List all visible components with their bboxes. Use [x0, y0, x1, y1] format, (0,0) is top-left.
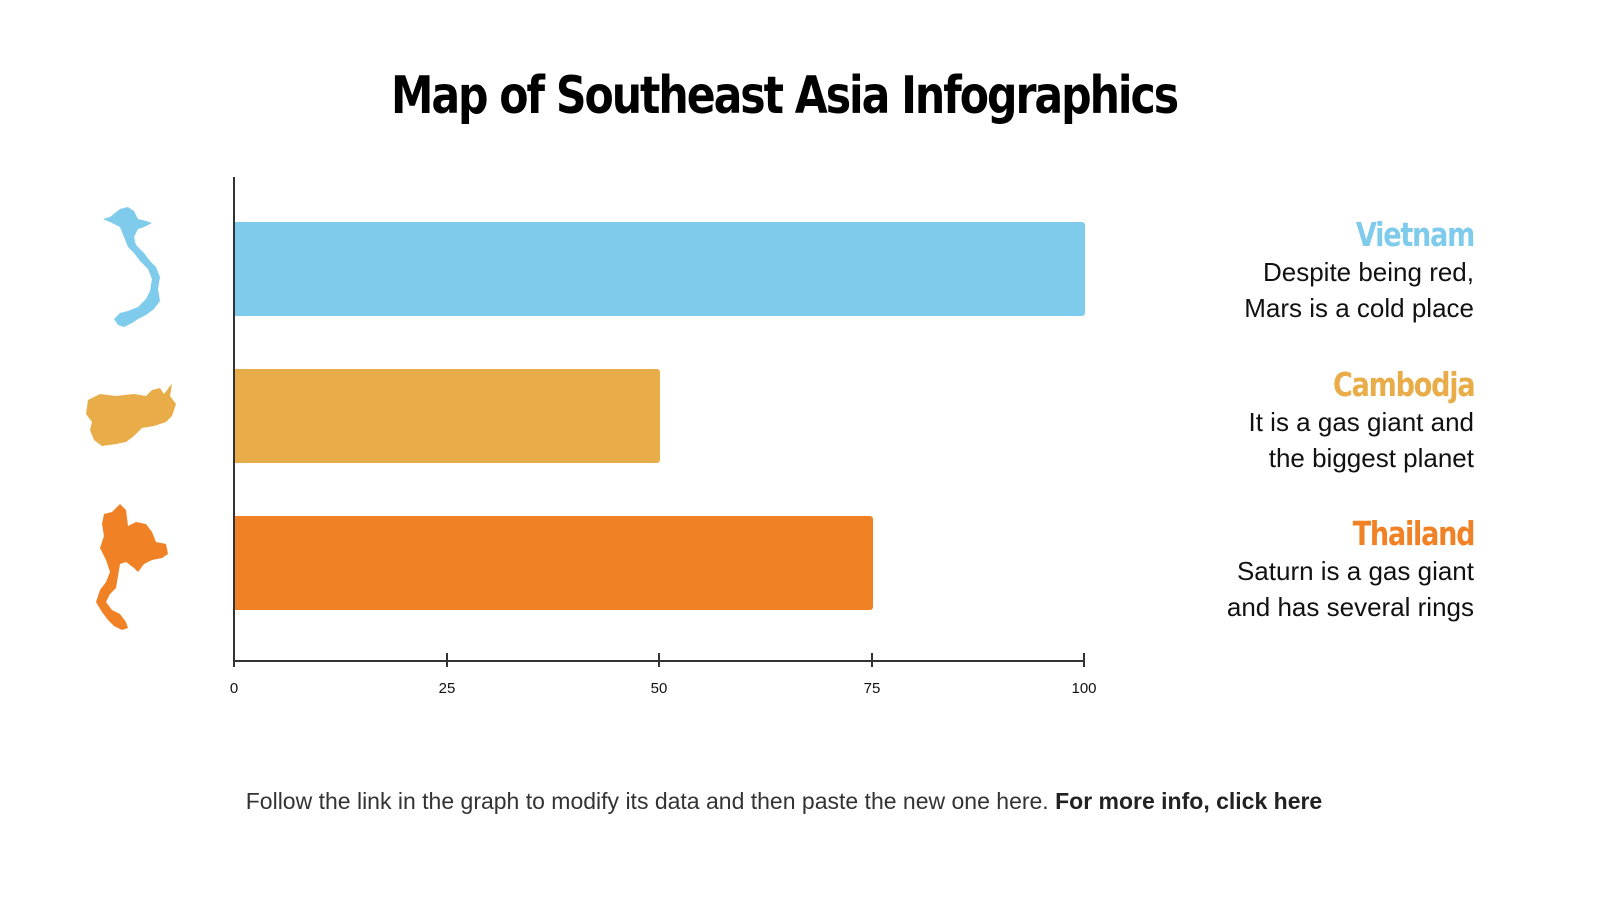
- legend-name: Vietnam: [1355, 215, 1475, 254]
- legend-vietnam: Vietnam Despite being red, Mars is a col…: [1114, 215, 1475, 326]
- legend-thailand: Thailand Saturn is a gas giant and has s…: [1114, 514, 1475, 625]
- cambodia-map-icon: [86, 384, 176, 446]
- x-tick-label: 50: [650, 680, 668, 697]
- more-info-link[interactable]: For more info, click here: [1055, 788, 1323, 814]
- y-axis: [233, 177, 235, 663]
- vietnam-map-icon: [103, 207, 160, 327]
- legend-name: Cambodja: [1332, 365, 1476, 404]
- thailand-map-icon: [96, 504, 168, 630]
- x-tick: [233, 653, 235, 667]
- bar-thailand[interactable]: [235, 516, 873, 610]
- bar-cambodja[interactable]: [235, 369, 660, 463]
- bar-vietnam[interactable]: [235, 222, 1085, 316]
- x-tick: [1083, 653, 1085, 667]
- footer-text: Follow the link in the graph to modify i…: [245, 788, 1049, 814]
- legend-desc: Despite being red,: [1262, 257, 1474, 287]
- legend-name: Thailand: [1352, 514, 1475, 553]
- x-tick-label: 0: [229, 680, 239, 697]
- legend-desc: and has several rings: [1226, 592, 1474, 622]
- legend-desc: Mars is a cold place: [1244, 293, 1474, 323]
- x-tick: [658, 653, 660, 667]
- legend-desc: the biggest planet: [1268, 443, 1474, 473]
- x-tick-label: 100: [1071, 680, 1097, 697]
- x-tick: [871, 653, 873, 667]
- page-title: Map of Southeast Asia Infographics: [390, 66, 1179, 126]
- x-tick-label: 25: [438, 680, 456, 697]
- x-tick: [446, 653, 448, 667]
- x-tick-label: 75: [863, 680, 881, 697]
- legend-cambodja: Cambodja It is a gas giant and the bigge…: [1114, 365, 1476, 476]
- legend-desc: It is a gas giant and: [1248, 407, 1474, 437]
- footer-note: Follow the link in the graph to modify i…: [0, 788, 1568, 815]
- legend-desc: Saturn is a gas giant: [1236, 556, 1474, 586]
